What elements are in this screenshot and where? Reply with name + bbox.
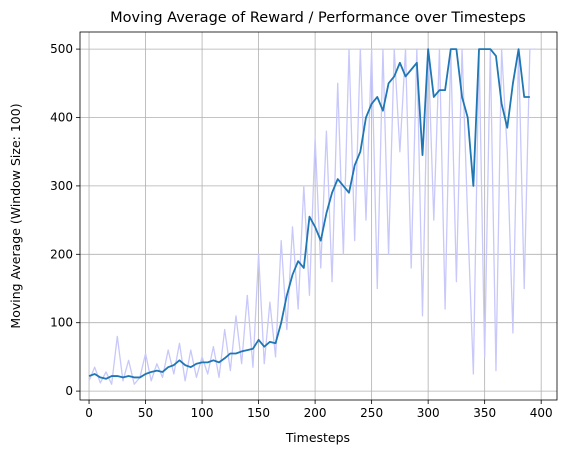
y-tick-label: 0 xyxy=(65,384,73,398)
x-tick-label: 0 xyxy=(85,406,93,420)
x-tick-label: 150 xyxy=(247,406,270,420)
x-tick-label: 100 xyxy=(191,406,214,420)
plot-frame xyxy=(79,31,558,401)
y-tick-label: 300 xyxy=(50,179,73,193)
x-tick-label: 200 xyxy=(304,406,327,420)
x-tick-label: 400 xyxy=(530,406,553,420)
y-tick-label: 400 xyxy=(50,111,73,125)
y-tick-label: 100 xyxy=(50,316,73,330)
x-tick-label: 50 xyxy=(138,406,153,420)
series-line xyxy=(88,48,530,380)
series-line xyxy=(88,48,536,385)
x-tick-label: 250 xyxy=(360,406,383,420)
x-tick-label: 350 xyxy=(473,406,496,420)
y-tick-label: 500 xyxy=(50,42,73,56)
y-tick-label: 200 xyxy=(50,247,73,261)
x-axis-label: Timesteps xyxy=(285,430,350,445)
x-tick-label: 300 xyxy=(417,406,440,420)
y-axis-label: Moving Average (Window Size: 100) xyxy=(8,103,23,328)
chart-title: Moving Average of Reward / Performance o… xyxy=(110,10,526,26)
